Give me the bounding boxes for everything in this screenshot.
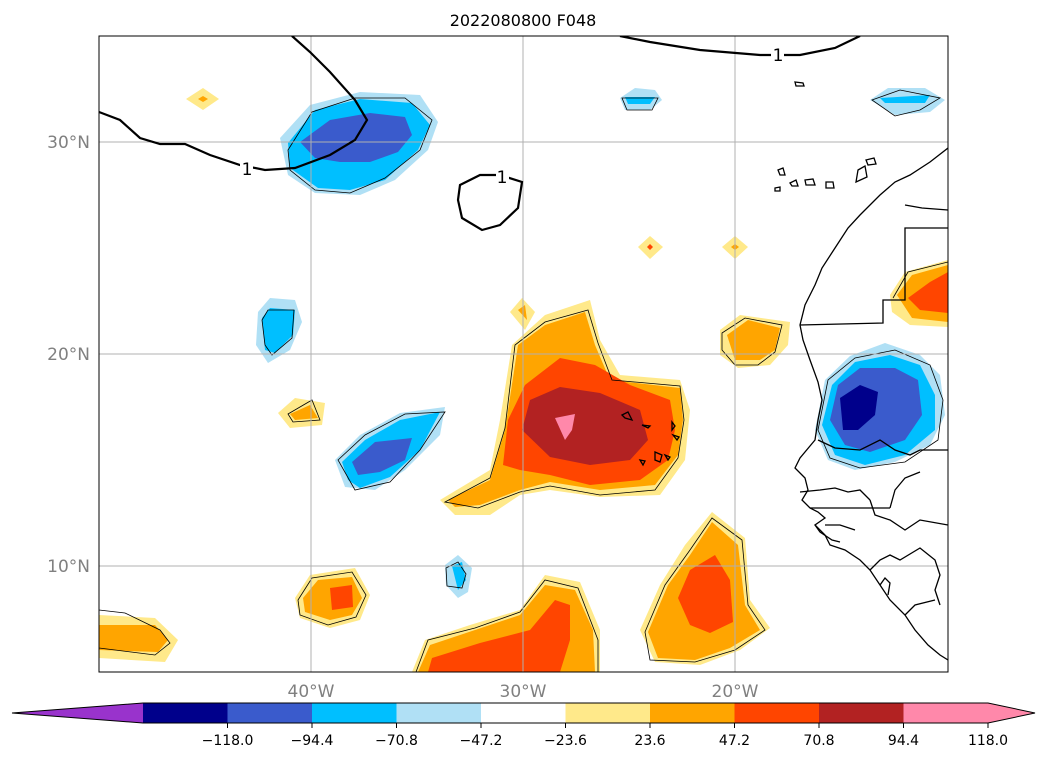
colorbar-segment [734, 703, 820, 723]
colorbar-tick-label: 70.8 [803, 733, 834, 749]
colorbar-outline [11, 702, 1036, 724]
colorbar-tick-label: 94.4 [888, 733, 919, 749]
colorbar-tick-label: −118.0 [202, 733, 254, 749]
colorbar-segment [650, 703, 735, 723]
lat-label-20n: 20°N [47, 345, 90, 365]
colorbar-segment [565, 703, 651, 723]
lon-label-20w: 20°W [712, 682, 759, 702]
lat-label-10n: 10°N [47, 557, 90, 577]
colorbar: −118.0 −94.4 −70.8 −47.2 −23.6 23.6 47.2 70.8 94… [11, 702, 1036, 749]
map-frame [98, 35, 949, 673]
colorbar-tick-label: −94.4 [291, 733, 334, 749]
colorbar-segment [481, 703, 566, 723]
coastline [620, 81, 948, 661]
lat-label-30n: 30°N [47, 133, 90, 153]
anomaly-positive-small-spots [186, 88, 748, 428]
anomaly-positive-central [440, 300, 690, 515]
longitude-labels: 40°W 30°W 20°W [288, 682, 759, 702]
gridlines [99, 36, 948, 672]
colorbar-segment [903, 703, 989, 723]
figure-title: 2022080800 F048 [450, 11, 597, 30]
anomaly-positive-east [890, 260, 948, 327]
colorbar-extend-min [12, 703, 143, 723]
anomaly-negative-northwest [280, 92, 438, 195]
contour-lines [99, 36, 861, 232]
anomaly-negative-w42 [256, 298, 302, 363]
colorbar-tick-label: 47.2 [719, 733, 750, 749]
anomaly-negative-east [815, 343, 945, 470]
anomaly-positive-west [99, 609, 178, 662]
colorbar-segment [312, 703, 397, 723]
anomaly-positive-south [412, 575, 600, 672]
colorbar-tick-label: −47.2 [460, 733, 503, 749]
lon-label-40w: 40°W [288, 682, 335, 702]
anomaly-positive-w20 [720, 315, 790, 368]
lon-label-30w: 30°W [500, 682, 547, 702]
colorbar-extend-max [988, 703, 1035, 723]
anomaly-negative-w37 [335, 407, 446, 491]
contour-labels: 1 1 1 [240, 46, 784, 188]
contour-label-3: 1 [773, 46, 784, 66]
colorbar-tick-label: 23.6 [634, 733, 665, 749]
colorbar-tick-label: 118.0 [968, 733, 1008, 749]
anomaly-positive-w39 [295, 568, 370, 628]
contour-label-2: 1 [497, 168, 508, 188]
colorbar-segment [143, 703, 228, 723]
anomaly-positive-southeast [640, 512, 770, 665]
contour-label-1: 1 [242, 160, 253, 180]
anomaly-negative-w24 [620, 88, 662, 111]
colorbar-tick-label: −23.6 [544, 733, 587, 749]
map-area: 1 1 1 [99, 36, 948, 672]
anomaly-negative-w13 [870, 88, 945, 117]
anomaly-negative-w33 [445, 555, 472, 598]
colorbar-tick-label: −70.8 [375, 733, 418, 749]
colorbar-segment [396, 703, 482, 723]
colorbar-segment [227, 703, 313, 723]
colorbar-segment [819, 703, 904, 723]
latitude-labels: 30°N 20°N 10°N [47, 133, 90, 577]
